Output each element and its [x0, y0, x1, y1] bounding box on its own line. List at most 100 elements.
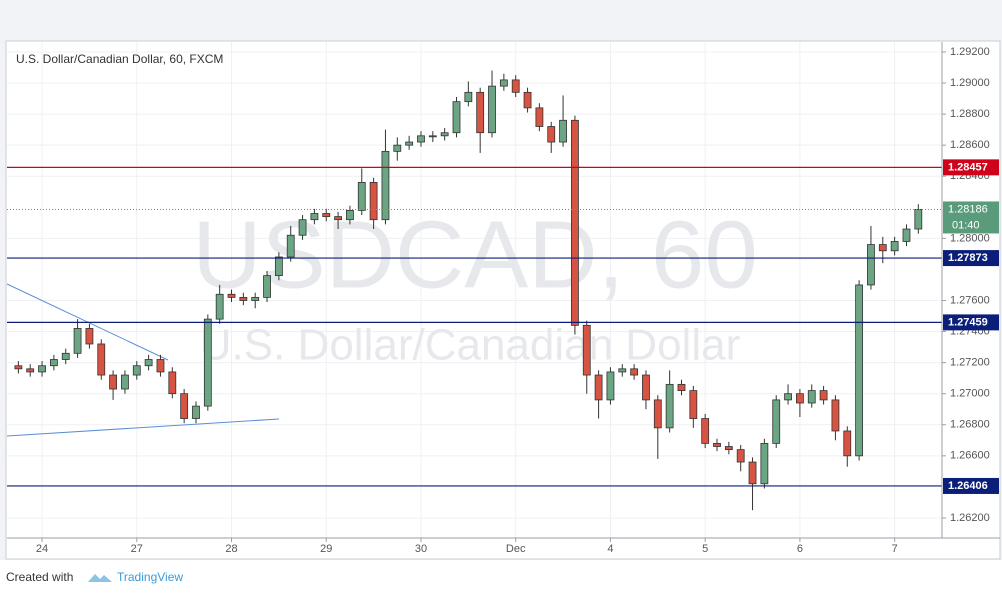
candle-body [85, 328, 94, 345]
candle-body [499, 79, 508, 87]
candle-body [464, 91, 473, 103]
candle-body [310, 213, 319, 221]
candle-body [772, 399, 781, 444]
candle-body [393, 144, 402, 152]
footer-text: Created with [6, 570, 73, 584]
candle-body [890, 241, 899, 252]
candle-body [263, 275, 271, 298]
candle-body [286, 234, 295, 258]
candle-body [38, 365, 46, 373]
candle-body [582, 324, 591, 376]
last-price-box [943, 201, 999, 234]
candle-body [902, 228, 911, 242]
candle-body [192, 405, 200, 419]
y-tick-label: 1.27000 [950, 388, 990, 400]
x-tick-label: 5 [702, 543, 708, 555]
logo [88, 574, 112, 582]
candle-body [511, 79, 520, 93]
y-tick-label: 1.28800 [950, 108, 990, 120]
y-tick-label: 1.29000 [950, 77, 990, 89]
candle-body [203, 318, 212, 407]
x-tick-label: 30 [415, 543, 427, 555]
candle-body [630, 368, 639, 376]
candle-body [760, 442, 769, 485]
level-label: 1.27873 [948, 252, 988, 264]
watermark: U.S. Dollar/Canadian Dollar [200, 321, 740, 370]
candle-body [168, 371, 177, 395]
candle-body [855, 284, 864, 457]
candle-body [156, 359, 165, 373]
candle-body [642, 374, 650, 401]
y-tick-label: 1.27200 [950, 357, 990, 369]
candle-body [784, 393, 792, 401]
candle-body [535, 107, 544, 127]
footer-bar [0, 560, 1002, 595]
candle-body [713, 442, 721, 447]
candle-body [274, 256, 283, 277]
candle-body [736, 449, 745, 463]
candle-body [26, 368, 35, 373]
level-label: 1.28457 [948, 161, 988, 173]
x-tick-label: 7 [892, 543, 898, 555]
candle-body [381, 150, 390, 221]
watermark: USDCAD, 60 [192, 201, 758, 308]
candle-body [665, 383, 674, 429]
candle-body [724, 446, 733, 451]
chart-title: U.S. Dollar/Canadian Dollar, 60, FXCM [16, 52, 223, 66]
candle-body [251, 296, 260, 301]
candle-body [701, 418, 710, 444]
candle-body [73, 328, 82, 354]
candle-body [346, 209, 354, 221]
y-tick-label: 1.28600 [950, 139, 990, 151]
candle-body [488, 85, 496, 134]
candle-body [689, 390, 698, 419]
y-tick-label: 1.29200 [950, 46, 990, 58]
countdown: 01:40 [952, 219, 980, 231]
last-price-label: 1.28186 [948, 203, 988, 215]
level-label: 1.26406 [948, 480, 988, 492]
y-tick-label: 1.26800 [950, 419, 990, 431]
candle-body [132, 365, 141, 376]
candle-body [571, 119, 579, 326]
candle-body [476, 91, 485, 134]
candle-body [180, 393, 189, 419]
candle-body [914, 209, 923, 230]
candle-body [322, 213, 331, 218]
candle-body [334, 216, 342, 221]
x-tick-label: 6 [797, 543, 803, 555]
candle-body [357, 182, 366, 211]
trend-line [6, 418, 280, 437]
x-tick-label: 24 [36, 543, 48, 555]
candle-body [618, 368, 627, 373]
candle-body [121, 374, 129, 390]
candle-body [878, 244, 887, 252]
candle-body [405, 141, 414, 146]
candle-body [843, 430, 852, 457]
brand[interactable]: TradingView [117, 570, 183, 584]
candle-body [606, 371, 615, 401]
x-tick-label: Dec [506, 543, 526, 555]
y-tick-label: 1.26600 [950, 450, 990, 462]
x-tick-label: 29 [320, 543, 332, 555]
y-tick-label: 1.27600 [950, 294, 990, 306]
candle-body [677, 383, 686, 391]
candle-body [14, 365, 23, 370]
level-label: 1.27459 [948, 316, 988, 328]
candle-body [109, 374, 117, 390]
candle-body [417, 135, 425, 143]
candle-body [61, 352, 70, 360]
candle-body [215, 293, 224, 320]
candle-body [298, 219, 307, 236]
candle-body [440, 132, 449, 137]
candle-body [653, 399, 662, 429]
candle-body [594, 374, 603, 401]
candle-body [807, 390, 816, 404]
candle-body [547, 126, 556, 143]
level-label-box [943, 314, 999, 331]
candle-body [559, 119, 567, 143]
candle-body [428, 135, 437, 138]
level-label-box [943, 159, 999, 176]
x-tick-label: 27 [131, 543, 143, 555]
